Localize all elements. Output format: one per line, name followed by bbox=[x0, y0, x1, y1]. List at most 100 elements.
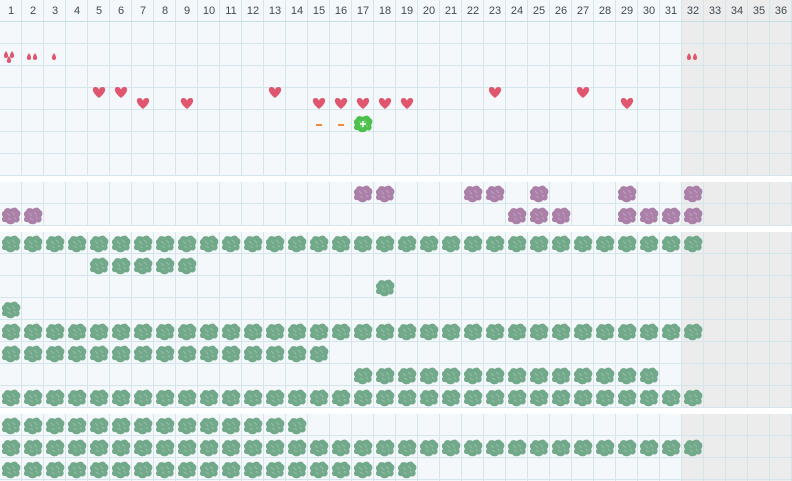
green-blob bbox=[331, 235, 351, 253]
heart-icon bbox=[620, 98, 634, 109]
green-blob bbox=[133, 417, 153, 435]
green-blob bbox=[199, 323, 219, 341]
green-blob bbox=[177, 389, 197, 407]
column-number: 27 bbox=[576, 5, 590, 17]
column-number: 29 bbox=[620, 5, 634, 17]
green-blob bbox=[529, 389, 549, 407]
heart-icon bbox=[356, 98, 370, 109]
green-blob bbox=[375, 367, 395, 385]
green-blob bbox=[265, 461, 285, 479]
green-blob bbox=[67, 461, 87, 479]
green-blob bbox=[177, 461, 197, 479]
green-blob bbox=[67, 323, 87, 341]
heart-icon bbox=[378, 98, 392, 109]
green-blob bbox=[661, 235, 681, 253]
section-divider bbox=[0, 226, 792, 232]
green-blob bbox=[199, 417, 219, 435]
green-blob bbox=[463, 439, 483, 457]
purple-blob bbox=[551, 207, 571, 225]
green-blob bbox=[397, 235, 417, 253]
column-number: 32 bbox=[686, 5, 700, 17]
green-blob bbox=[353, 439, 373, 457]
green-blob bbox=[309, 389, 329, 407]
column-number: 21 bbox=[444, 5, 458, 17]
green-blob bbox=[45, 461, 65, 479]
green-blob bbox=[111, 257, 131, 275]
green-blob bbox=[463, 389, 483, 407]
green-blob bbox=[155, 389, 175, 407]
green-blob bbox=[287, 235, 307, 253]
heart-icon bbox=[92, 87, 106, 98]
heart-icon bbox=[334, 98, 348, 109]
green-blob bbox=[89, 461, 109, 479]
green-blob bbox=[463, 323, 483, 341]
green-blob bbox=[397, 439, 417, 457]
green-blob bbox=[221, 345, 241, 363]
purple-blob bbox=[1, 207, 21, 225]
green-blob bbox=[331, 461, 351, 479]
green-blob bbox=[441, 235, 461, 253]
green-blob bbox=[67, 235, 87, 253]
green-blob bbox=[353, 323, 373, 341]
water-drop-icon bbox=[51, 53, 57, 60]
heart-icon bbox=[114, 87, 128, 98]
green-blob bbox=[573, 439, 593, 457]
column-number: 20 bbox=[422, 5, 436, 17]
green-blob bbox=[199, 235, 219, 253]
green-blob bbox=[221, 461, 241, 479]
green-blob bbox=[331, 323, 351, 341]
green-blob bbox=[243, 389, 263, 407]
green-blob bbox=[661, 323, 681, 341]
heart-icon bbox=[180, 98, 194, 109]
green-blob bbox=[1, 439, 21, 457]
player-blob[interactable] bbox=[352, 113, 374, 135]
green-blob bbox=[419, 439, 439, 457]
green-blob bbox=[23, 345, 43, 363]
green-blob bbox=[265, 439, 285, 457]
column-number: 6 bbox=[117, 5, 125, 17]
green-blob bbox=[133, 389, 153, 407]
green-blob bbox=[177, 439, 197, 457]
green-blob bbox=[485, 367, 505, 385]
column-number: 17 bbox=[356, 5, 370, 17]
green-blob bbox=[309, 461, 329, 479]
green-blob bbox=[177, 257, 197, 275]
green-blob bbox=[243, 345, 263, 363]
green-blob bbox=[111, 417, 131, 435]
green-blob bbox=[419, 323, 439, 341]
green-blob bbox=[485, 323, 505, 341]
green-blob bbox=[573, 367, 593, 385]
green-blob bbox=[683, 323, 703, 341]
green-blob bbox=[111, 439, 131, 457]
green-blob bbox=[177, 235, 197, 253]
green-blob bbox=[573, 235, 593, 253]
green-blob bbox=[155, 439, 175, 457]
green-blob bbox=[45, 439, 65, 457]
column-number: 36 bbox=[774, 5, 788, 17]
purple-blob bbox=[23, 207, 43, 225]
green-blob bbox=[243, 235, 263, 253]
purple-blob bbox=[639, 207, 659, 225]
green-blob bbox=[89, 345, 109, 363]
heart-icon bbox=[488, 87, 502, 98]
column-number: 34 bbox=[730, 5, 744, 17]
green-blob bbox=[639, 389, 659, 407]
column-number: 23 bbox=[488, 5, 502, 17]
green-blob bbox=[551, 323, 571, 341]
green-blob bbox=[67, 417, 87, 435]
green-blob bbox=[309, 345, 329, 363]
column-number: 5 bbox=[95, 5, 103, 17]
green-blob bbox=[221, 235, 241, 253]
green-blob bbox=[617, 389, 637, 407]
green-blob bbox=[89, 323, 109, 341]
column-number: 18 bbox=[378, 5, 392, 17]
heart-icon bbox=[136, 98, 150, 109]
green-blob bbox=[353, 461, 373, 479]
green-blob bbox=[309, 323, 329, 341]
green-blob bbox=[89, 235, 109, 253]
green-blob bbox=[89, 257, 109, 275]
green-blob bbox=[661, 389, 681, 407]
green-blob bbox=[23, 389, 43, 407]
green-blob bbox=[419, 235, 439, 253]
